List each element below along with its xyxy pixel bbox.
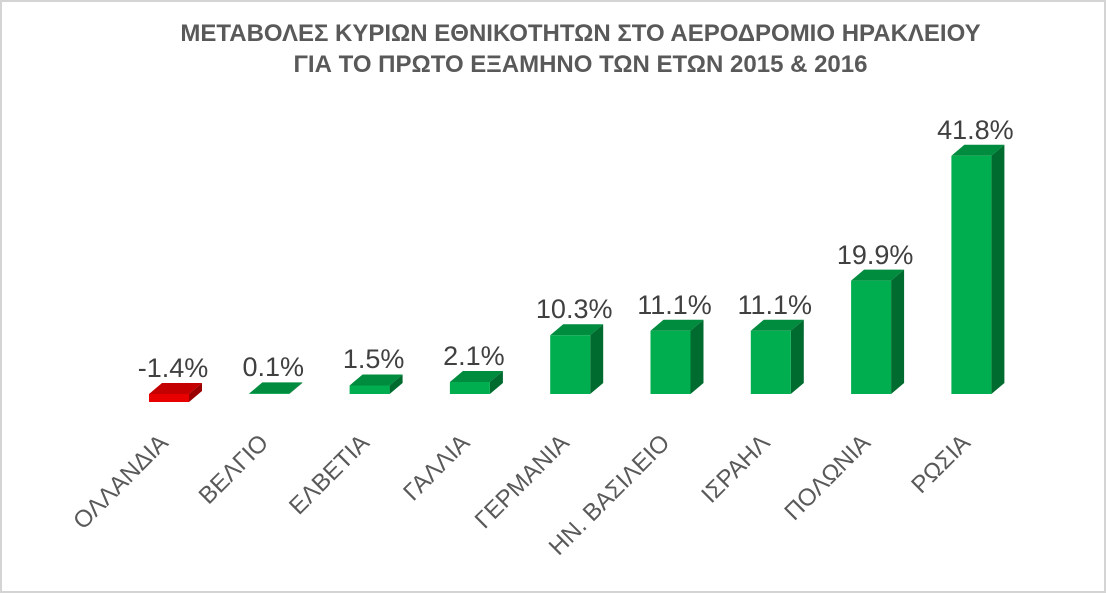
- value-label-ΗΝ. ΒΑΣΙΛΕΙΟ: 11.1%: [637, 289, 712, 320]
- value-label-ΡΩΣΙΑ: 41.8%: [937, 114, 1014, 145]
- bar-ΟΛΛΑΝΔΙΑ: [149, 383, 202, 402]
- bar-ΓΕΡΜΑΝΙΑ: [550, 324, 604, 394]
- value-label-ΒΕΛΓΙΟ: 0.1%: [242, 352, 305, 383]
- chart-title-line1: ΜΕΤΑΒΟΛΕΣ ΚΥΡΙΩΝ ΕΘΝΙΚΟΤΗΤΩΝ ΣΤΟ ΑΕΡΟΔΡΟ…: [180, 20, 981, 47]
- bar-ΙΣΡΑΗΛ: [750, 319, 804, 394]
- value-label-ΟΛΛΑΝΔΙΑ: -1.4%: [137, 353, 209, 383]
- bar-ΓΑΛΛΙΑ: [449, 371, 503, 394]
- bar-ΠΟΛΩΝΙΑ: [851, 269, 905, 394]
- chart-title: ΜΕΤΑΒΟΛΕΣ ΚΥΡΙΩΝ ΕΘΝΙΚΟΤΗΤΩΝ ΣΤΟ ΑΕΡΟΔΡΟ…: [57, 18, 1104, 80]
- bar-ΡΩΣΙΑ: [951, 144, 1005, 394]
- chart-title-line2: ΓΙΑ ΤΟ ΠΡΩΤΟ ΕΞΑΜΗΝΟ ΤΩΝ ΕΤΩΝ 2015 & 201…: [293, 51, 868, 78]
- value-label-ΠΟΛΩΝΙΑ: 19.9%: [836, 239, 914, 270]
- bar-ΕΛΒΕΤΙΑ: [349, 374, 403, 394]
- value-label-ΕΛΒΕΤΙΑ: 1.5%: [342, 344, 405, 375]
- value-label-ΓΑΛΛΙΑ: 2.1%: [443, 341, 505, 372]
- value-label-ΙΣΡΑΗΛ: 11.1%: [737, 289, 813, 320]
- bar-ΒΕΛΓΙΟ: [249, 382, 303, 394]
- value-label-ΓΕΡΜΑΝΙΑ: 10.3%: [535, 294, 613, 325]
- bar-ΗΝ. ΒΑΣΙΛΕΙΟ: [650, 319, 704, 394]
